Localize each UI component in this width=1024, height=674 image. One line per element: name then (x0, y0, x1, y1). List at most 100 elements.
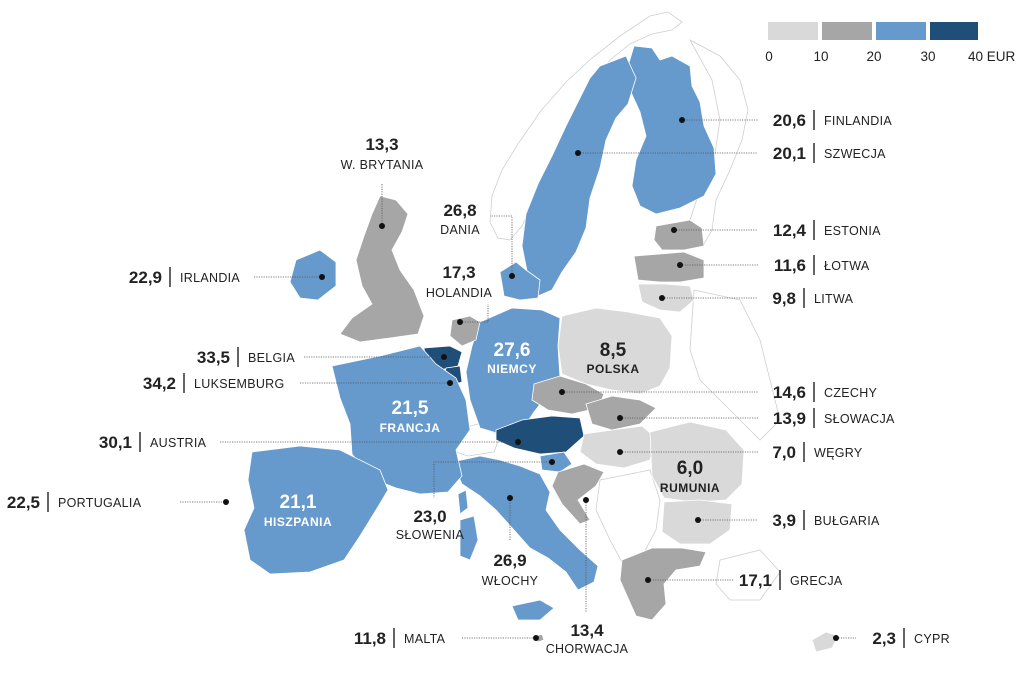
country-lotwa (633, 251, 705, 283)
label-portugalia: 22,5 PORTUGALIA (7, 492, 142, 512)
name-slowacja: SŁOWACJA (824, 412, 895, 426)
legend-swatch-20-30 (876, 22, 926, 40)
label-slowacja: 13,9 SŁOWACJA (773, 408, 895, 428)
label-estonia: 12,4 ESTONIA (773, 220, 881, 240)
legend-swatch-10-20 (822, 22, 872, 40)
name-hiszpania: HISZPANIA (264, 515, 332, 529)
country-dania (499, 261, 541, 301)
country-wegry (579, 425, 657, 469)
label-lotwa: 11,6 ŁOTWA (774, 255, 870, 275)
name-irlandia: IRLANDIA (180, 271, 240, 285)
country-slowacja (585, 395, 657, 431)
legend-tick-20: 20 (866, 49, 881, 64)
label-belgia: 33,5 BELGIA (197, 347, 295, 367)
legend-tick-30: 30 (920, 49, 935, 64)
name-chorwacja: CHORWACJA (546, 642, 629, 656)
country-chorwacja (551, 463, 605, 525)
country-hiszpania (243, 445, 389, 575)
name-rumunia: RUMUNIA (660, 481, 720, 495)
name-litwa: LITWA (814, 292, 854, 306)
legend-tick-40: 40 EUR (968, 49, 1016, 64)
label-grecja: 17,1 GRECJA (739, 570, 843, 590)
labels-left: 22,5 PORTUGALIA 30,1 AUSTRIA 34,2 LUKSEM… (7, 267, 295, 512)
name-polska: POLSKA (586, 362, 639, 376)
value-francja: 21,5 (392, 398, 429, 419)
value-litwa: 9,8 (772, 289, 796, 308)
label-bulgaria: 3,9 BUŁGARIA (772, 510, 880, 530)
name-malta: MALTA (404, 632, 446, 646)
label-finlandia: 20,6 FINLANDIA (773, 110, 892, 130)
value-austria: 30,1 (99, 433, 132, 452)
label-litwa: 9,8 LITWA (772, 288, 853, 308)
label-wegry: 7,0 WĘGRY (772, 442, 863, 462)
name-belgia: BELGIA (248, 351, 295, 365)
value-szwecja: 20,1 (773, 144, 806, 163)
label-irlandia: 22,9 IRLANDIA (129, 267, 240, 287)
country-slowenia (539, 451, 573, 473)
value-luksemburg: 34,2 (143, 374, 176, 393)
value-dania: 26,8 (443, 201, 476, 220)
country-wlochy (451, 455, 599, 591)
value-hiszpania: 21,1 (280, 492, 317, 513)
value-czechy: 14,6 (773, 383, 806, 402)
name-finlandia: FINLANDIA (824, 114, 892, 128)
name-portugalia: PORTUGALIA (58, 496, 142, 510)
country-polska (557, 307, 673, 395)
name-wlochy: WŁOCHY (482, 574, 539, 588)
value-chorwacja: 13,4 (570, 621, 604, 640)
leader-lines (180, 117, 856, 641)
value-irlandia: 22,9 (129, 268, 162, 287)
value-estonia: 12,4 (773, 221, 807, 240)
value-belgia: 33,5 (197, 348, 230, 367)
value-polska: 8,5 (600, 340, 627, 361)
labels-right: 20,6 FINLANDIA 20,1 SZWECJA 12,4 ESTONIA… (354, 110, 950, 648)
name-luksemburg: LUKSEMBURG (194, 377, 285, 391)
country-cypr (811, 631, 839, 653)
name-francja: FRANCJA (380, 421, 441, 435)
country-litwa (637, 283, 695, 313)
label-szwecja: 20,1 SZWECJA (773, 143, 886, 163)
eu-countries (243, 45, 839, 653)
label-malta: 11,8 MALTA (354, 628, 446, 648)
legend: 0 10 20 30 40 EUR (765, 22, 1016, 64)
value-rumunia: 6,0 (677, 458, 703, 479)
country-rumunia (649, 421, 745, 503)
country-szwecja (521, 55, 637, 297)
value-grecja: 17,1 (739, 571, 772, 590)
legend-tick-10: 10 (813, 49, 828, 64)
name-austria: AUSTRIA (150, 436, 207, 450)
name-bulgaria: BUŁGARIA (814, 514, 880, 528)
value-holandia: 17,3 (442, 263, 475, 282)
country-finlandia (627, 45, 717, 215)
name-wbrytania: W. BRYTANIA (341, 158, 424, 172)
labels-inside: 27,6 NIEMCY 8,5 POLSKA 21,5 FRANCJA 21,1… (264, 340, 720, 529)
name-lotwa: ŁOTWA (824, 259, 870, 273)
value-wegry: 7,0 (772, 443, 796, 462)
value-portugalia: 22,5 (7, 493, 40, 512)
country-grecja (619, 547, 707, 621)
value-niemcy: 27,6 (494, 340, 531, 361)
legend-tick-0: 0 (765, 49, 773, 64)
value-lotwa: 11,6 (774, 256, 806, 275)
name-grecja: GRECJA (790, 574, 843, 588)
name-slowenia: SŁOWENIA (396, 528, 465, 542)
value-wlochy: 26,9 (493, 551, 526, 570)
name-dania: DANIA (440, 223, 480, 237)
value-slowacja: 13,9 (773, 409, 806, 428)
country-irlandia (289, 249, 337, 301)
value-slowenia: 23,0 (413, 507, 446, 526)
country-francja-corsica (457, 489, 469, 515)
label-austria: 30,1 AUSTRIA (99, 432, 207, 452)
value-finlandia: 20,6 (773, 111, 806, 130)
label-czechy: 14,6 CZECHY (773, 382, 877, 402)
value-malta: 11,8 (354, 629, 386, 648)
name-niemcy: NIEMCY (487, 362, 537, 376)
belarus-ukraine-shape (689, 289, 781, 441)
name-szwecja: SZWECJA (824, 147, 886, 161)
legend-swatch-30-40 (930, 22, 978, 40)
legend-swatch-0-10 (768, 22, 818, 40)
labels-stacked: 13,4 CHORWACJA 26,9 WŁOCHY 23,0 SŁOWENIA… (341, 135, 629, 656)
turkey-west-shape (715, 549, 781, 601)
name-estonia: ESTONIA (824, 224, 881, 238)
